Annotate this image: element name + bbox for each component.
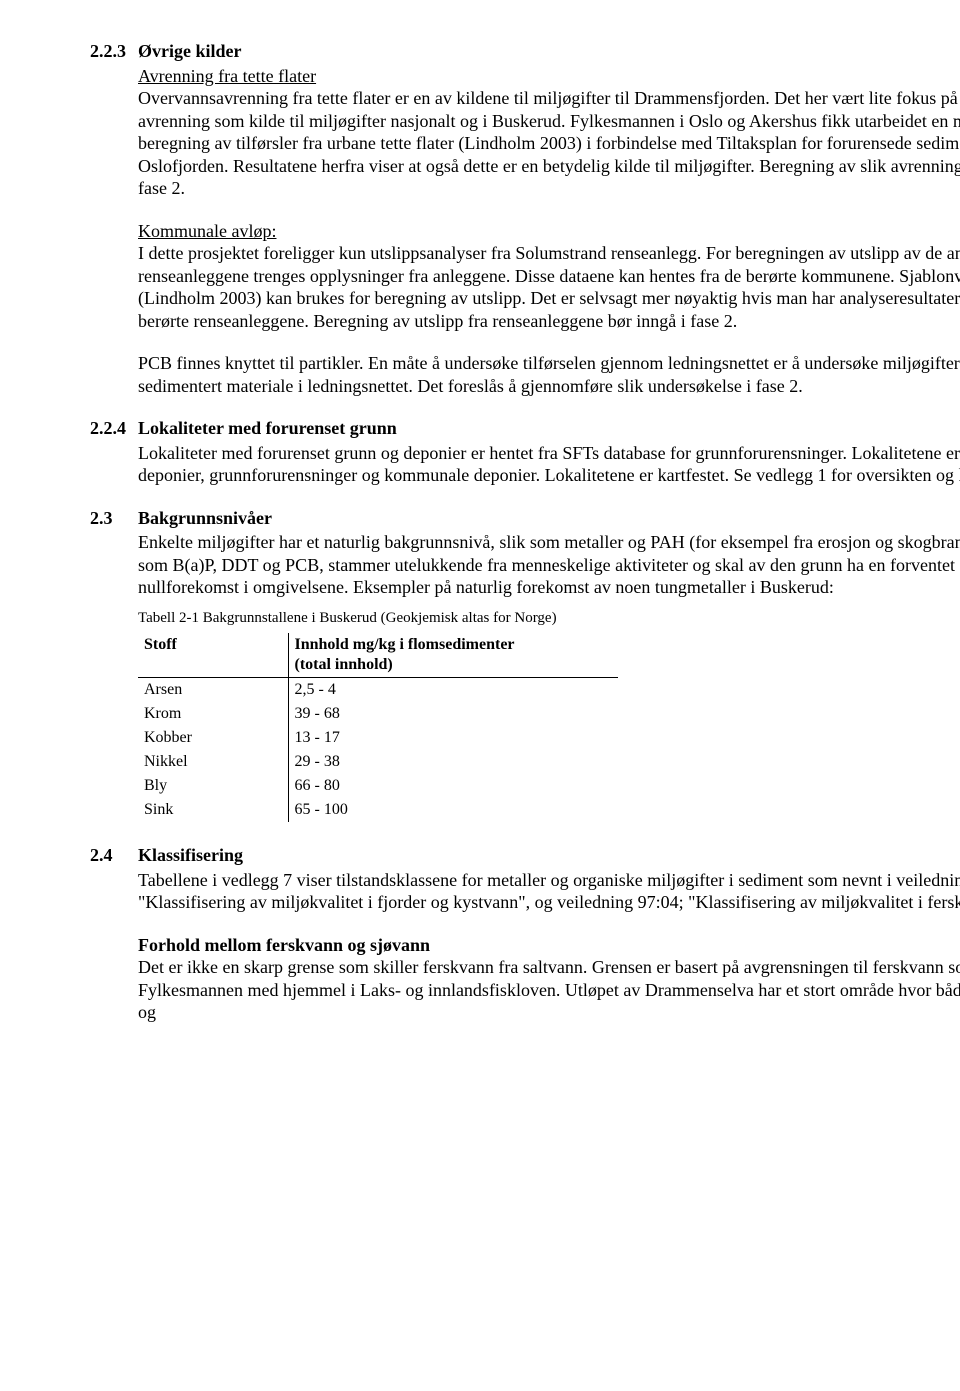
paragraph: Det er ikke en skarp grense som skiller … <box>138 956 960 1024</box>
table-header-stoff: Stoff <box>138 633 288 678</box>
heading-2-2-3: 2.2.3 Øvrige kilder <box>90 40 960 63</box>
table-header-innhold: Innhold mg/kg i flomsedimenter (total in… <box>288 633 618 678</box>
heading-2-4: 2.4 Klassifisering <box>90 844 960 867</box>
table-header-line2: (total innhold) <box>295 656 393 673</box>
paragraph: Overvannsavrenning fra tette flater er e… <box>138 87 960 200</box>
heading-number: 2.2.3 <box>90 40 138 63</box>
table-cell-stoff: Kobber <box>138 726 288 750</box>
table-cell-stoff: Arsen <box>138 678 288 703</box>
table-cell-stoff: Sink <box>138 798 288 822</box>
paragraph: Tabellene i vedlegg 7 viser tilstandskla… <box>138 869 960 914</box>
heading-number: 2.4 <box>90 844 138 867</box>
table-row: Nikkel29 - 38 <box>138 750 618 774</box>
paragraph: PCB finnes knyttet til partikler. En måt… <box>138 352 960 397</box>
table-cell-stoff: Nikkel <box>138 750 288 774</box>
table-cell-value: 13 - 17 <box>288 726 618 750</box>
table-row: Sink65 - 100 <box>138 798 618 822</box>
table-row: Krom39 - 68 <box>138 702 618 726</box>
heading-title: Klassifisering <box>138 844 243 867</box>
background-levels-table: Stoff Innhold mg/kg i flomsedimenter (to… <box>138 633 618 822</box>
table-cell-stoff: Krom <box>138 702 288 726</box>
subheading-avrenning: Avrenning fra tette flater <box>138 65 960 88</box>
table-row: Bly66 - 80 <box>138 774 618 798</box>
paragraph: I dette prosjektet foreligger kun utslip… <box>138 242 960 332</box>
table-cell-stoff: Bly <box>138 774 288 798</box>
heading-number: 2.2.4 <box>90 417 138 440</box>
table-caption: Tabell 2-1 Bakgrunnstallene i Buskerud (… <box>138 609 960 628</box>
subheading-kommunale-avlop: Kommunale avløp: <box>138 220 960 243</box>
table-cell-value: 66 - 80 <box>288 774 618 798</box>
paragraph: Lokaliteter med forurenset grunn og depo… <box>138 442 960 487</box>
table-cell-value: 65 - 100 <box>288 798 618 822</box>
table-row: Kobber13 - 17 <box>138 726 618 750</box>
heading-2-3: 2.3 Bakgrunnsnivåer <box>90 507 960 530</box>
table-cell-value: 2,5 - 4 <box>288 678 618 703</box>
table-row: Arsen2,5 - 4 <box>138 678 618 703</box>
table-header-line1: Innhold mg/kg i flomsedimenter <box>295 636 515 653</box>
heading-title: Bakgrunnsnivåer <box>138 507 272 530</box>
heading-title: Lokaliteter med forurenset grunn <box>138 417 397 440</box>
paragraph: Enkelte miljøgifter har et naturlig bakg… <box>138 531 960 599</box>
subheading-forhold: Forhold mellom ferskvann og sjøvann <box>138 934 960 957</box>
heading-title: Øvrige kilder <box>138 40 241 63</box>
heading-2-2-4: 2.2.4 Lokaliteter med forurenset grunn <box>90 417 960 440</box>
heading-number: 2.3 <box>90 507 138 530</box>
table-cell-value: 29 - 38 <box>288 750 618 774</box>
table-cell-value: 39 - 68 <box>288 702 618 726</box>
